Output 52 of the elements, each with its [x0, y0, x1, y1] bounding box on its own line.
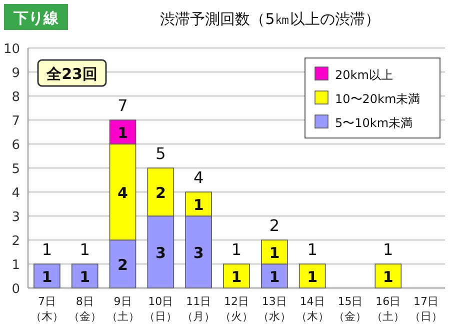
data-label: 1	[42, 268, 52, 286]
x-tick-label: 7日（木）	[30, 295, 64, 323]
y-tick-label: 5	[12, 162, 20, 177]
data-label: 1	[269, 268, 280, 286]
data-label: 1	[231, 268, 242, 286]
data-label: 1	[118, 124, 128, 142]
total-label: 5	[156, 144, 166, 163]
y-tick-label: 4	[12, 186, 20, 201]
x-tick-label: 17日（日）	[410, 295, 443, 323]
data-label: 4	[118, 184, 128, 202]
annotation: 全23回	[46, 65, 98, 83]
data-label: 2	[155, 184, 166, 202]
total-label: 1	[307, 240, 318, 259]
y-tick-label: 7	[12, 114, 20, 129]
data-label: 3	[155, 244, 166, 262]
total-label: 2	[269, 216, 280, 235]
x-tick-label: 9日（土）	[106, 295, 140, 323]
chart-title: 渋滞予測回数（5㎞以上の渋滞）	[160, 10, 380, 28]
total-box: 全23回	[37, 59, 107, 87]
x-tick-label: 11日（月）	[182, 295, 216, 323]
total-label: 4	[193, 168, 204, 187]
total-label: 1	[383, 240, 394, 259]
data-label: 2	[118, 256, 128, 274]
y-tick-label: 1	[12, 258, 20, 273]
x-tick-label: 10日（日）	[144, 295, 178, 323]
x-tick-label: 14日（木）	[296, 295, 329, 323]
y-tick-label: 9	[12, 66, 20, 81]
total-label: 7	[118, 96, 128, 115]
legend-label: 20km以上	[335, 68, 393, 82]
data-label: 1	[269, 244, 280, 262]
data-label: 3	[193, 244, 204, 262]
x-tick-label: 8日（金）	[68, 295, 102, 323]
y-tick-label: 8	[12, 90, 20, 105]
data-label: 1	[307, 268, 318, 286]
data-label: 1	[382, 268, 394, 286]
total-label: 1	[231, 240, 242, 259]
legend-label: 5〜10km未満	[335, 116, 413, 130]
x-tick-label: 12日（火）	[220, 295, 253, 323]
x-tick-label: 13日（水）	[258, 295, 291, 323]
y-tick-label: 2	[12, 234, 20, 249]
y-tick-label: 6	[12, 138, 20, 153]
y-tick-label: 0	[12, 282, 20, 297]
badge: 下り線	[4, 4, 68, 30]
total-label: 1	[42, 240, 52, 259]
x-tick-label: 16日（土）	[372, 295, 405, 323]
data-label: 1	[193, 196, 204, 214]
total-label: 1	[80, 240, 90, 259]
legend-label: 10〜20km未満	[335, 92, 420, 106]
data-label: 1	[80, 268, 90, 286]
y-tick-label: 10	[3, 42, 20, 57]
y-tick-label: 3	[12, 210, 20, 225]
x-tick-label: 15日（金）	[334, 295, 367, 323]
